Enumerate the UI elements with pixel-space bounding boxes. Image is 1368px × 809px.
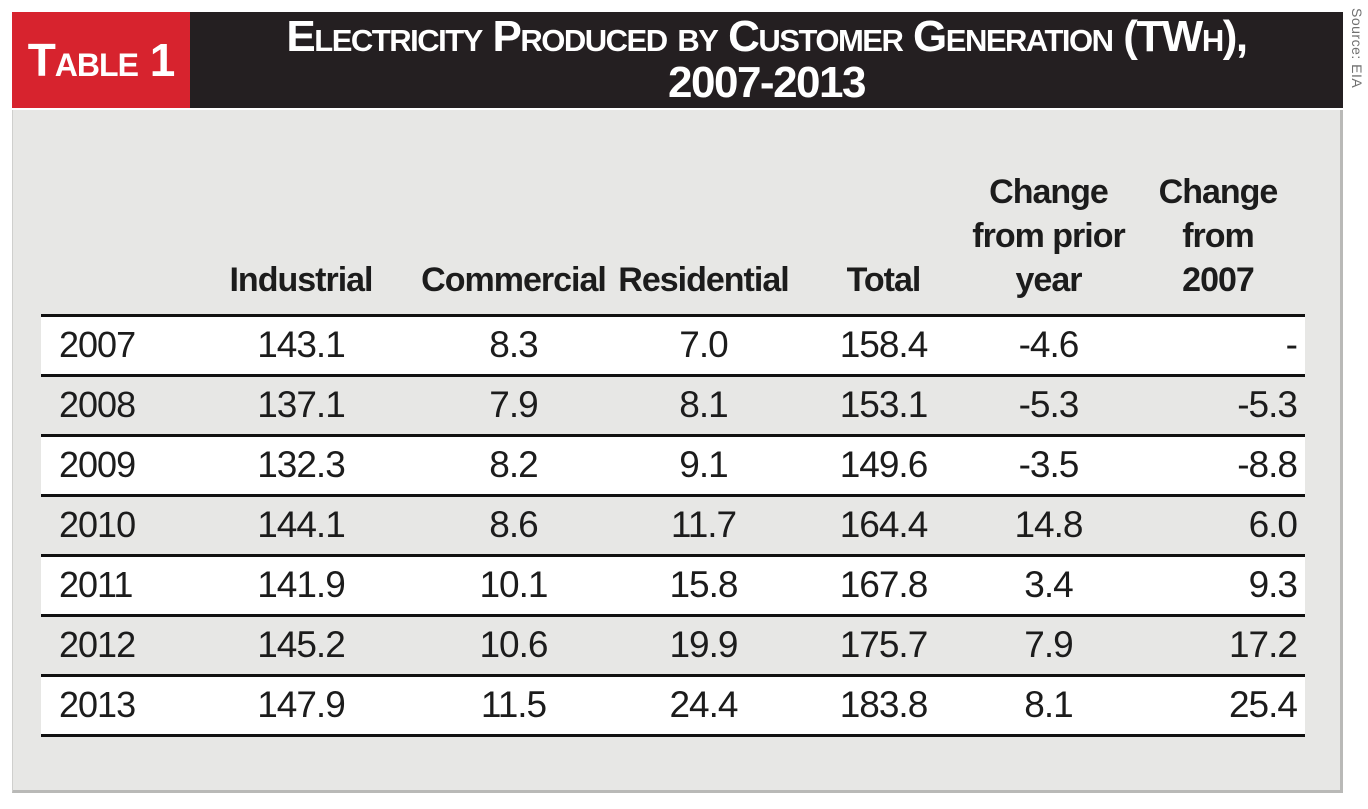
data-table: Industrial Commercial Residential Total Chan… <box>41 110 1305 737</box>
column-header: Industrial <box>229 260 373 299</box>
value-cell: 19.9 <box>669 624 738 665</box>
year-cell: 2009 <box>59 444 136 485</box>
value-cell: 7.9 <box>1024 624 1073 665</box>
value-cell: 17.2 <box>1228 624 1298 665</box>
value-cell: 9.1 <box>679 444 728 485</box>
column-header: Residential <box>618 260 789 299</box>
table-row: 2008 137.1 7.9 8.1 153.1 -5.3 -5.3 <box>41 375 1305 435</box>
value-cell: 164.4 <box>839 504 929 545</box>
year-cell: 2007 <box>59 324 136 365</box>
title-bar: Electricity Produced by Customer Generat… <box>190 12 1343 108</box>
table-row: 2012 145.2 10.6 19.9 175.7 7.9 17.2 <box>41 615 1305 675</box>
value-cell: 167.8 <box>839 564 929 605</box>
table-body: 2007 143.1 8.3 7.0 158.4 -4.6 - 2008 137.1 7.9 8.1… <box>41 315 1305 735</box>
figure-title-line-1: Electricity Produced by Customer Generat… <box>286 12 1248 61</box>
year-cell: 2008 <box>59 384 136 425</box>
figure-title-line-2: 2007-2013 <box>668 58 866 107</box>
column-header <box>41 110 181 315</box>
value-cell: 8.1 <box>679 384 728 425</box>
value-cell: 11.5 <box>480 684 547 725</box>
table-header: Industrial Commercial Residential Total Chan… <box>41 110 1305 315</box>
value-cell: 24.4 <box>669 684 738 725</box>
value-cell: -3.5 <box>1018 444 1080 485</box>
value-cell: 7.9 <box>489 384 538 425</box>
value-cell: 132.3 <box>257 444 346 485</box>
value-cell: 8.1 <box>1024 684 1073 725</box>
value-cell: 158.4 <box>839 324 929 365</box>
figure-header: Table 1 Electricity Produced by Customer… <box>12 12 1343 108</box>
value-cell: 145.2 <box>257 624 346 665</box>
value-cell: 8.2 <box>489 444 538 485</box>
column-header: Change from prior year <box>972 172 1125 299</box>
value-cell: 144.1 <box>257 504 346 545</box>
value-cell: 14.8 <box>1014 504 1083 545</box>
table-panel: Industrial Commercial Residential Total Chan… <box>12 110 1343 793</box>
value-cell: 25.4 <box>1228 684 1298 725</box>
value-cell: 137.1 <box>257 384 346 425</box>
value-cell: 8.6 <box>489 504 538 545</box>
table-label-badge: Table 1 <box>12 12 190 108</box>
value-cell: 10.1 <box>479 564 548 605</box>
value-cell: -5.3 <box>1018 384 1080 425</box>
value-cell: 9.3 <box>1248 564 1298 605</box>
table-row: 2011 141.9 10.1 15.8 167.8 3.4 9.3 <box>41 555 1305 615</box>
header-row: Industrial Commercial Residential Total Chan… <box>41 110 1305 315</box>
value-cell: 153.1 <box>839 384 929 425</box>
value-cell: -4.6 <box>1018 324 1080 365</box>
value-cell: 10.6 <box>479 624 548 665</box>
value-cell: 147.9 <box>257 684 346 725</box>
value-cell: 11.7 <box>670 504 737 545</box>
year-cell: 2013 <box>59 684 136 725</box>
value-cell: - <box>1285 324 1298 365</box>
source-note: Source: EIA <box>1349 8 1365 89</box>
value-cell: 7.0 <box>679 324 728 365</box>
value-cell: -5.3 <box>1237 384 1298 425</box>
value-cell: 183.8 <box>839 684 929 725</box>
table-row: 2010 144.1 8.6 11.7 164.4 14.8 6.0 <box>41 495 1305 555</box>
table-row: 2009 132.3 8.2 9.1 149.6 -3.5 -8.8 <box>41 435 1305 495</box>
value-cell: 15.8 <box>669 564 738 605</box>
value-cell: -8.8 <box>1237 444 1298 485</box>
column-header: Total <box>846 260 922 299</box>
column-header: Change from 2007 <box>1158 172 1279 299</box>
value-cell: 175.7 <box>839 624 929 665</box>
table-label: Table 1 <box>27 34 176 86</box>
table-row: 2013 147.9 11.5 24.4 183.8 8.1 25.4 <box>41 675 1305 735</box>
year-cell: 2011 <box>59 564 133 605</box>
value-cell: 3.4 <box>1024 564 1073 605</box>
column-header: Commercial <box>421 260 607 299</box>
table-row: 2007 143.1 8.3 7.0 158.4 -4.6 - <box>41 315 1305 375</box>
value-cell: 143.1 <box>257 324 346 365</box>
value-cell: 149.6 <box>839 444 929 485</box>
year-cell: 2012 <box>59 624 136 665</box>
value-cell: 8.3 <box>489 324 538 365</box>
value-cell: 6.0 <box>1248 504 1298 545</box>
value-cell: 141.9 <box>257 564 346 605</box>
year-cell: 2010 <box>59 504 136 545</box>
